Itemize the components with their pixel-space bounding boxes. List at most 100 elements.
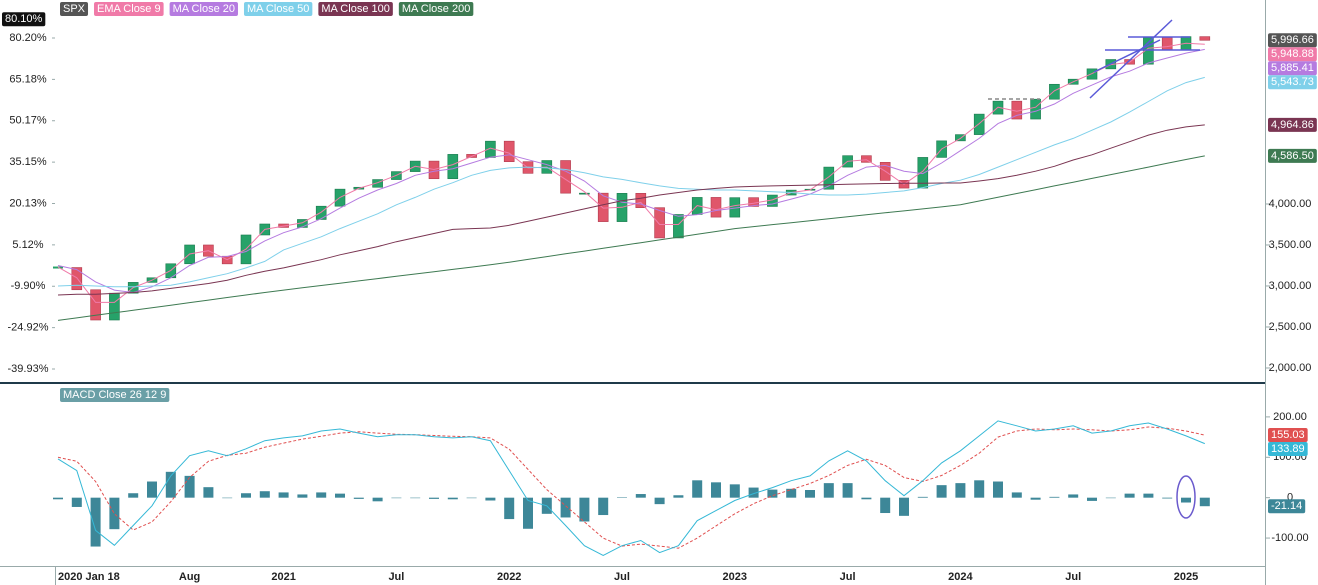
legend-item-bg xyxy=(169,2,238,16)
x-tick-label: 2025 xyxy=(1174,571,1198,583)
last-value-label: 155.03 xyxy=(1268,428,1308,443)
legend-item: EMA Close 9 xyxy=(94,2,164,16)
histogram-bar xyxy=(917,496,928,498)
series-line xyxy=(57,42,1205,303)
y-tick-label: 3,500.00 xyxy=(1269,239,1312,251)
candle xyxy=(823,166,835,190)
histogram-bar xyxy=(203,487,214,498)
candle xyxy=(955,134,966,142)
y-tick-label: 2,500.00 xyxy=(1269,321,1312,333)
legend-item-text: MA Close 50 xyxy=(247,3,309,15)
histogram-bar xyxy=(353,497,364,499)
y-tick-label: 200.00 xyxy=(1273,411,1307,423)
last-value-label-text: 5,885.41 xyxy=(1271,62,1314,74)
candle xyxy=(579,192,590,195)
histogram-bar xyxy=(936,485,947,498)
histogram-bar xyxy=(335,493,345,498)
histogram-bar xyxy=(128,493,139,498)
histogram-bar xyxy=(447,497,458,500)
histogram-bar xyxy=(184,475,195,498)
histogram-bar xyxy=(786,488,797,498)
annotations xyxy=(988,19,1200,519)
last-value-label: 133.89 xyxy=(1268,442,1308,457)
histogram-bar xyxy=(1162,497,1173,499)
histogram-bar xyxy=(635,494,646,498)
last-value-label-bg xyxy=(1268,499,1306,514)
legend-item: MA Close 100 xyxy=(318,2,393,16)
histogram-bar xyxy=(861,497,872,500)
trend-line xyxy=(1093,39,1161,73)
histogram-bar xyxy=(1068,494,1079,498)
x-tick-label: Jul xyxy=(1065,571,1081,583)
series-line xyxy=(57,426,1205,549)
legend-item-bg xyxy=(94,2,164,16)
candle xyxy=(1161,37,1173,50)
histogram-bar xyxy=(90,497,101,547)
legend-item-bg xyxy=(318,2,393,16)
histogram-bar xyxy=(485,497,496,501)
last-value-label: 5,996.66 xyxy=(1268,33,1317,48)
histogram-bar xyxy=(278,492,289,498)
histogram-bar xyxy=(805,489,815,498)
histogram-bar xyxy=(222,497,233,499)
histogram-bar xyxy=(241,493,251,498)
legend-item: MA Close 20 xyxy=(169,2,238,16)
y-tick-label: 3,000.00 xyxy=(1269,280,1312,292)
histogram-bar xyxy=(1124,493,1135,498)
x-tick-label: 2023 xyxy=(723,571,747,583)
last-value-label-bg xyxy=(1268,61,1317,76)
histogram-bar xyxy=(711,482,721,498)
histogram-bar xyxy=(654,497,665,505)
histogram-bar xyxy=(767,489,778,498)
histogram-bar xyxy=(1143,493,1154,498)
y2-tick-label: 20.13% xyxy=(9,197,47,209)
candle xyxy=(447,154,459,180)
histogram-bar xyxy=(147,481,157,498)
histogram-bar xyxy=(1105,497,1116,499)
last-value-label-text: 155.03 xyxy=(1271,429,1305,441)
histogram-bar xyxy=(71,497,82,507)
candle xyxy=(71,267,83,291)
y2-tick-label: -9.90% xyxy=(11,280,46,292)
x-tick-label: 2020 Jan 18 xyxy=(58,571,120,583)
histogram-bar xyxy=(259,491,270,498)
candle xyxy=(1199,36,1211,41)
candle xyxy=(109,292,120,321)
histogram-bar xyxy=(297,494,308,498)
candle xyxy=(315,205,327,220)
last-value-label-text: 5,543.73 xyxy=(1271,76,1314,88)
y2-tick-label: 35.15% xyxy=(9,156,47,168)
histogram-bar xyxy=(974,480,985,498)
x-tick-label: 2024 xyxy=(948,571,973,583)
histogram-bar xyxy=(692,480,703,498)
last-value-label-bg xyxy=(1268,117,1317,132)
x-tick-label: Jul xyxy=(388,571,404,583)
histogram-bar xyxy=(1049,496,1060,498)
candle xyxy=(654,207,665,239)
y2-tick-label: 80.20% xyxy=(9,32,47,44)
histogram-bar xyxy=(1011,492,1022,498)
last-value-label: 4,586.50 xyxy=(1268,148,1317,163)
legend-item-bg xyxy=(243,2,313,16)
candle xyxy=(560,160,571,194)
y-tick-label: 4,000.00 xyxy=(1269,198,1312,210)
last-value-label: 5,948.88 xyxy=(1268,47,1317,62)
x-tick-label: 2021 xyxy=(271,571,295,583)
y2-tick-label: -39.93% xyxy=(8,363,49,375)
histogram-bar xyxy=(729,484,740,498)
indicator-title-bg xyxy=(60,388,170,402)
last-value-label-bg xyxy=(1268,148,1317,163)
histogram-bar xyxy=(842,483,853,498)
histogram-bar xyxy=(53,497,63,500)
histogram-bar xyxy=(1030,497,1041,500)
last-value-label-bg xyxy=(1268,33,1317,48)
histogram-bar xyxy=(429,497,439,499)
last-value-label-bg xyxy=(1268,75,1317,90)
series-line xyxy=(57,48,1205,294)
histogram-bar xyxy=(955,483,966,498)
series-line xyxy=(57,155,1205,321)
histogram-bar xyxy=(598,497,609,516)
trend-line xyxy=(1089,19,1173,99)
